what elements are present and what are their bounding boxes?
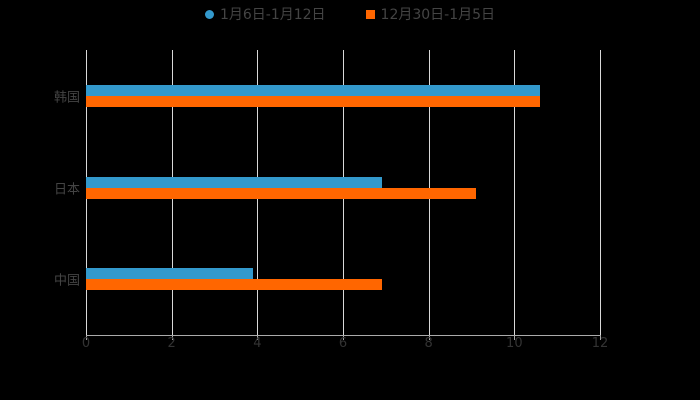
y-category-label: 韩国 xyxy=(53,90,80,106)
x-tick-label: 2 xyxy=(167,336,176,351)
legend-marker-square-icon xyxy=(365,9,375,19)
x-tick-label: 0 xyxy=(81,336,91,351)
x-tick-label: 10 xyxy=(506,336,523,351)
x-axis-line xyxy=(86,335,601,336)
legend-label: 12月30日-1月5日 xyxy=(380,7,496,23)
legend-item-series-2[interactable]: 12月30日-1月5日 xyxy=(365,4,496,24)
gridline xyxy=(514,50,516,335)
axis-tick xyxy=(600,335,601,340)
bar-series-1[interactable] xyxy=(86,268,254,279)
bar-series-2[interactable] xyxy=(86,279,382,290)
chart-legend: 1月6日-1月12日 12月30日-1月5日 xyxy=(0,4,700,24)
x-tick-label: 12 xyxy=(591,336,609,351)
legend-label: 1月6日-1月12日 xyxy=(219,7,326,23)
axis-tick xyxy=(428,335,430,340)
bar-series-2[interactable] xyxy=(86,96,541,107)
axis-tick xyxy=(343,335,344,340)
x-tick-label: 4 xyxy=(253,336,262,351)
legend-item-series-1[interactable]: 1月6日-1月12日 xyxy=(204,4,326,24)
bar-series-2[interactable] xyxy=(86,188,476,199)
axis-tick xyxy=(171,335,173,340)
axis-tick xyxy=(257,335,259,340)
gridline xyxy=(600,50,601,335)
y-category-label: 日本 xyxy=(53,182,80,198)
y-category-label: 中国 xyxy=(53,273,80,289)
x-tick-label: 8 xyxy=(424,336,433,351)
axis-tick xyxy=(514,335,516,340)
x-tick-label: 6 xyxy=(338,336,348,351)
bar-series-1[interactable] xyxy=(86,85,541,96)
bar-series-1[interactable] xyxy=(86,177,382,188)
axis-tick xyxy=(86,335,87,340)
legend-marker-circle-icon xyxy=(204,9,214,19)
